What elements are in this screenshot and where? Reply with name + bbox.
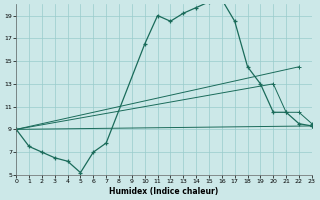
X-axis label: Humidex (Indice chaleur): Humidex (Indice chaleur) bbox=[109, 187, 219, 196]
